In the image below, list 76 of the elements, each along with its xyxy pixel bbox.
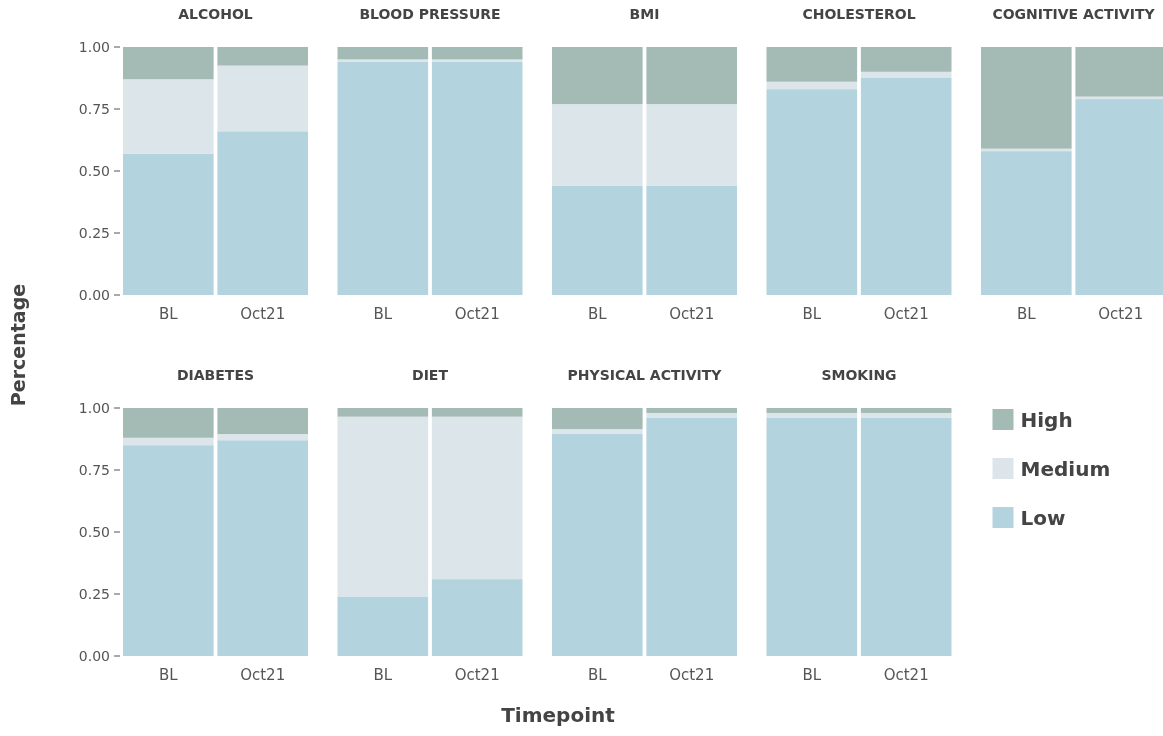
y-tick-label: 1.00 <box>78 399 110 416</box>
x-tick-label: BL <box>158 666 179 684</box>
legend-label: Medium <box>1020 457 1111 481</box>
chart-title: PHYSICAL ACTIVITY <box>567 367 723 383</box>
bar <box>431 416 523 580</box>
chart-title: ALCOHOL <box>178 6 253 22</box>
bar <box>217 65 308 132</box>
x-tick-label: Oct21 <box>454 305 500 323</box>
bar <box>337 408 429 417</box>
x-tick-label: BL <box>802 305 822 323</box>
bar <box>217 408 308 435</box>
x-tick-label: Oct21 <box>240 305 286 323</box>
bar <box>123 445 214 656</box>
bar <box>123 153 214 295</box>
bar <box>766 47 858 82</box>
x-tick-label: BL <box>373 305 393 323</box>
y-tick-label: 0.75 <box>78 100 110 117</box>
y-tick-label: 0.00 <box>78 286 110 303</box>
bar <box>217 131 308 295</box>
legend-label: Low <box>1020 506 1066 530</box>
bar <box>860 78 952 295</box>
bar <box>217 434 308 441</box>
bar <box>1075 99 1163 295</box>
chart-title: BLOOD PRESSURE <box>359 6 501 22</box>
x-tick-label: BL <box>587 305 608 323</box>
bar <box>552 408 643 430</box>
bar <box>123 408 214 438</box>
y-tick-label: 0.50 <box>78 162 110 179</box>
chart-title: BMI <box>629 6 660 22</box>
bar <box>860 71 952 78</box>
bar <box>431 579 523 656</box>
bar <box>123 47 214 80</box>
x-tick-label: BL <box>1016 305 1037 323</box>
x-tick-label: Oct21 <box>454 666 500 684</box>
x-tick-label: Oct21 <box>240 666 286 684</box>
x-tick-label: BL <box>802 666 822 684</box>
bar <box>123 79 214 154</box>
bar <box>123 437 214 446</box>
y-tick-label: 0.25 <box>78 585 110 602</box>
legend-label: High <box>1020 408 1073 432</box>
x-tick-label: BL <box>373 666 393 684</box>
chart-title: DIET <box>412 367 449 383</box>
bar <box>337 596 429 656</box>
x-tick-label: Oct21 <box>669 666 715 684</box>
x-tick-label: BL <box>587 666 608 684</box>
bar <box>217 440 308 656</box>
y-tick-label: 0.25 <box>78 224 110 241</box>
bar <box>646 408 737 413</box>
x-axis-title: Timepoint <box>501 703 616 727</box>
bar <box>431 408 523 417</box>
bar <box>860 47 952 72</box>
bar <box>1075 47 1163 97</box>
bar <box>766 81 858 90</box>
bar <box>217 47 308 66</box>
x-tick-label: Oct21 <box>883 666 929 684</box>
bar <box>337 416 429 597</box>
x-tick-label: Oct21 <box>669 305 715 323</box>
chart-title: CHOLESTEROL <box>802 6 916 22</box>
x-tick-label: Oct21 <box>1098 305 1144 323</box>
bar <box>552 434 643 656</box>
y-axis-title: Percentage <box>7 283 29 407</box>
chart-title: COGNITIVE ACTIVITY <box>992 6 1156 22</box>
chart-title: SMOKING <box>821 367 897 383</box>
y-tick-label: 1.00 <box>78 38 110 55</box>
bar <box>766 89 858 295</box>
y-tick-label: 0.00 <box>78 647 110 664</box>
bar <box>981 151 1072 295</box>
bar <box>981 47 1072 149</box>
y-tick-label: 0.50 <box>78 523 110 540</box>
y-tick-label: 0.75 <box>78 461 110 478</box>
x-tick-label: Oct21 <box>883 305 929 323</box>
bar <box>552 429 643 435</box>
chart-title: DIABETES <box>176 367 255 383</box>
x-tick-label: BL <box>158 305 179 323</box>
bar <box>646 417 737 656</box>
bar <box>646 412 737 418</box>
